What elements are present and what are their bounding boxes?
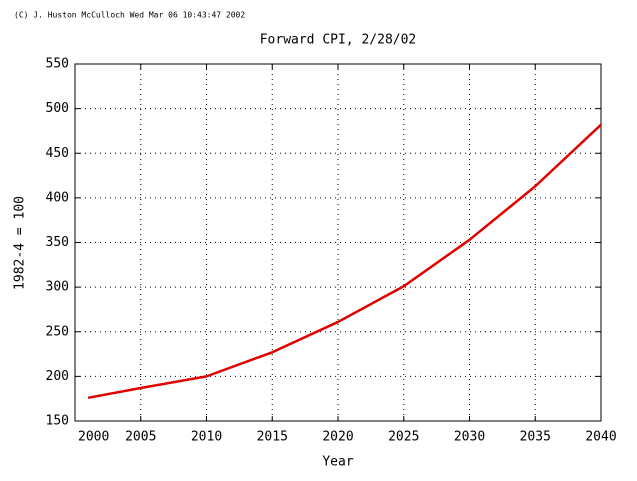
y-tick-label: 350 <box>46 235 69 250</box>
plot-frame <box>74 63 602 422</box>
x-tick-label: 2010 <box>191 430 222 445</box>
data-line <box>87 123 602 400</box>
y-tick-label: 200 <box>46 369 69 384</box>
x-tick-label: 2030 <box>454 430 485 445</box>
chart-title: Forward CPI, 2/28/02 <box>260 33 417 48</box>
y-tick-label: 150 <box>46 414 69 429</box>
y-tick-label: 400 <box>46 190 69 205</box>
y-tick-label: 450 <box>46 146 69 161</box>
x-tick-label: 2040 <box>585 430 616 445</box>
x-tick-label: 2015 <box>257 430 288 445</box>
y-axis-label: 1982-4 = 100 <box>13 196 28 290</box>
y-tick-label: 500 <box>46 101 69 116</box>
x-tick-label: 2020 <box>322 430 353 445</box>
credit: (C) J. Huston McCulloch Wed Mar 06 10:43… <box>14 11 245 20</box>
x-tick-label: 2025 <box>388 430 419 445</box>
y-tick-label: 550 <box>46 57 69 72</box>
x-axis-label: Year <box>322 455 353 470</box>
y-tick-label: 250 <box>46 324 69 339</box>
x-tick-label: 2000 <box>78 430 109 445</box>
x-tick-label: 2035 <box>520 430 551 445</box>
y-tick-label: 300 <box>46 280 69 295</box>
x-tick-label: 2005 <box>125 430 156 445</box>
